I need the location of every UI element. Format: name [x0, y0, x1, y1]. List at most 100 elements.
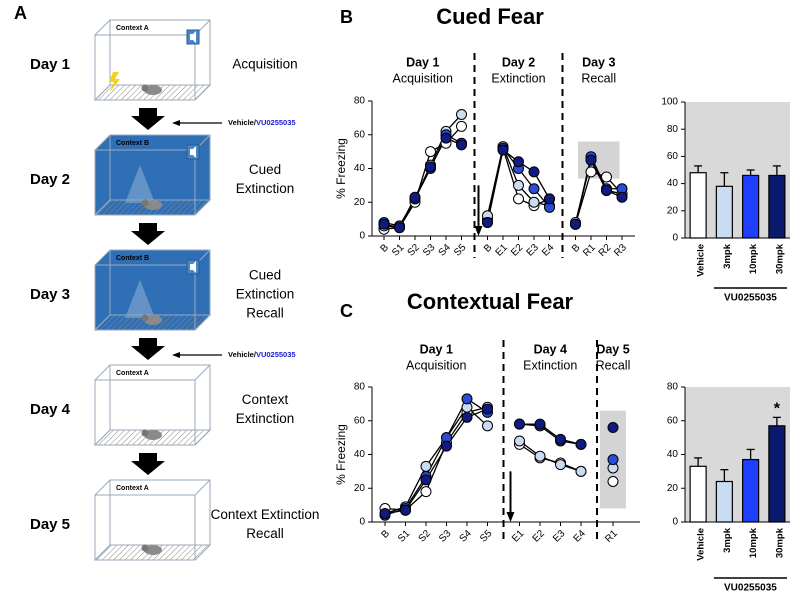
bar: [715, 480, 733, 523]
y-tick-label: 60: [667, 151, 679, 162]
marker: [497, 144, 509, 156]
y-tick-label: 60: [667, 415, 679, 426]
x-tick-label: E4: [540, 242, 557, 259]
chamber-edge: [94, 479, 111, 496]
chamber-light: [125, 280, 155, 318]
y-tick-label: 20: [667, 205, 679, 216]
bar: [689, 172, 707, 239]
x-tick-label: E2: [509, 242, 526, 259]
x-tick-label: Vehicle: [696, 528, 707, 561]
series-line: [519, 423, 582, 446]
x-tick-label: Vehicle: [696, 244, 707, 277]
phase-label: Context Extinction: [211, 507, 320, 522]
marker: [456, 109, 467, 120]
chamber-front: [94, 264, 196, 331]
x-tick-label: S1: [396, 528, 413, 545]
x-tick-label: E1: [510, 528, 527, 545]
day-label: Day 1: [30, 56, 70, 73]
y-tick-label: 60: [354, 415, 366, 426]
y-tick-label: 80: [354, 96, 366, 107]
group-label: VU0255035: [724, 583, 777, 594]
marker: [461, 393, 473, 405]
phase-label: Recall: [246, 306, 284, 321]
marker: [528, 183, 540, 195]
context-label: Context A: [116, 370, 149, 377]
chamber-edge: [94, 19, 111, 36]
mouse: [144, 85, 162, 95]
marker: [456, 139, 467, 151]
y-tick-label: 60: [354, 129, 366, 140]
marker: [601, 171, 612, 183]
y-tick-label: 0: [359, 231, 365, 242]
x-tick-label: S3: [421, 242, 438, 259]
day-title: Day 5: [596, 342, 629, 356]
chamber-edge: [194, 314, 211, 331]
mouse-head: [141, 199, 149, 207]
day-subtitle: Extinction: [523, 358, 577, 372]
y-tick-label: 40: [667, 449, 679, 460]
day-title: Day 2: [502, 55, 535, 69]
y-tick-label: 0: [672, 517, 678, 528]
chamber-edge: [94, 134, 111, 151]
marker: [601, 184, 612, 196]
chamber-edge: [194, 199, 211, 216]
x-tick-label: 30mpk: [774, 527, 785, 558]
day-title: Day 1: [406, 55, 439, 69]
phase-label: Cued: [249, 162, 281, 177]
y-axis-label: % Freezing: [334, 424, 348, 485]
x-tick-label: B: [379, 528, 392, 541]
chart-title: Cued Fear: [436, 4, 544, 29]
chamber: Context A: [93, 479, 212, 561]
chamber-edge: [94, 364, 111, 381]
day-subtitle: Recall: [581, 71, 616, 85]
marker: [534, 418, 546, 430]
panel-label: C: [340, 301, 353, 321]
mouse-head: [141, 429, 149, 437]
series-line: [574, 158, 623, 225]
chamber-front: [94, 34, 196, 101]
marker: [513, 179, 524, 191]
y-tick-label: 80: [667, 124, 679, 135]
marker: [570, 218, 581, 230]
chamber-fill: [95, 250, 210, 330]
x-tick-label: R1: [603, 528, 620, 545]
x-tick-label: S1: [390, 242, 407, 259]
mouse: [144, 315, 162, 325]
drug: VU0255035: [256, 350, 296, 359]
flow-arrow: [131, 223, 165, 245]
x-tick-label: S5: [478, 528, 495, 545]
marker: [456, 120, 467, 132]
chamber-front: [94, 494, 196, 561]
context-label: Context A: [116, 485, 149, 492]
y-tick-label: 0: [672, 233, 678, 244]
marker: [607, 476, 619, 487]
phase-label: Context: [242, 392, 289, 407]
y-tick-label: 40: [354, 163, 366, 174]
x-tick-label: 3mpk: [722, 243, 733, 269]
y-tick-label: 20: [354, 483, 366, 494]
x-tick-label: 10mpk: [748, 527, 759, 558]
mouse-head: [141, 314, 149, 322]
marker: [513, 193, 524, 205]
chamber-fill: [95, 135, 210, 215]
phase-label: Extinction: [236, 287, 295, 302]
x-tick-label: E3: [551, 528, 568, 545]
marker: [482, 420, 493, 432]
chamber-edge: [94, 84, 111, 101]
context-label: Context B: [116, 255, 149, 262]
marker: [420, 474, 432, 486]
series-line: [384, 408, 488, 515]
context-label: Context A: [116, 25, 149, 32]
marker: [425, 146, 436, 158]
x-tick-label: E2: [531, 528, 548, 545]
phase-label: Extinction: [236, 411, 295, 426]
x-tick-label: R2: [597, 242, 614, 259]
marker: [616, 191, 628, 203]
marker: [420, 460, 432, 472]
mouse: [144, 200, 162, 210]
bar: [689, 465, 707, 523]
day-label: Day 2: [30, 171, 70, 188]
marker: [425, 161, 436, 173]
chamber-back: [109, 364, 211, 431]
y-tick-label: 0: [359, 517, 365, 528]
